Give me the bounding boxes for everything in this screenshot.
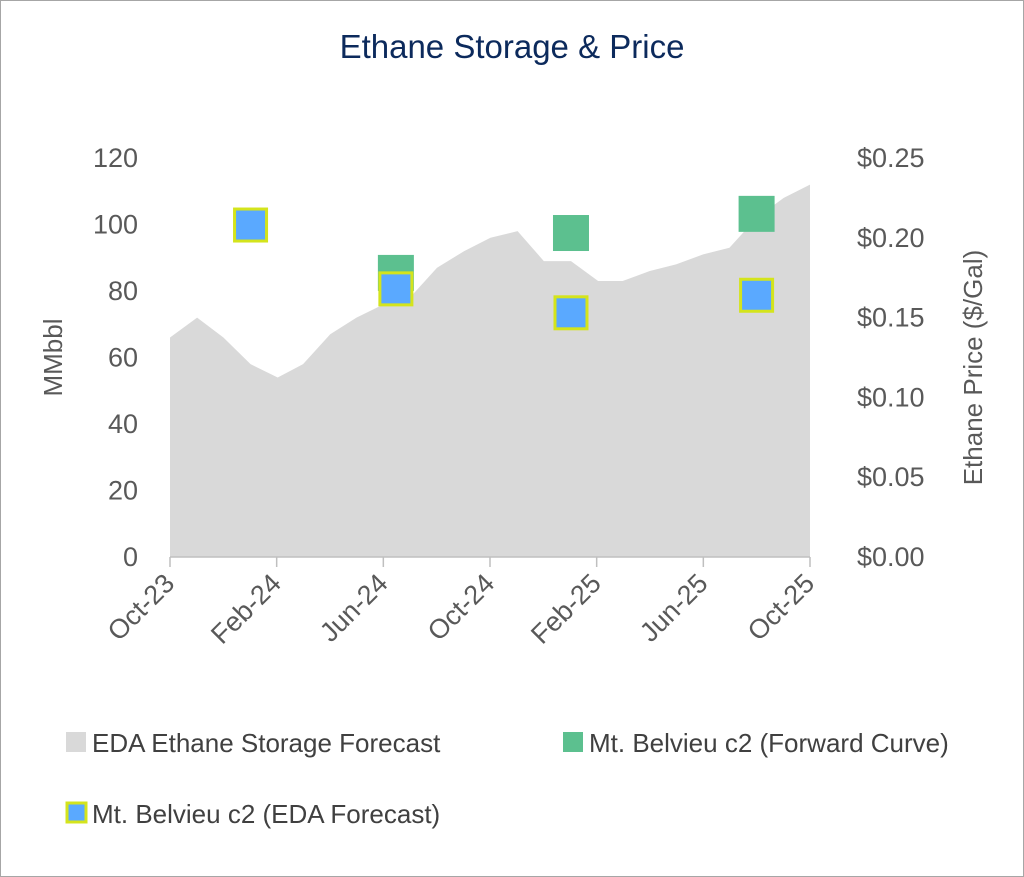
- left-tick-label: 0: [123, 542, 138, 572]
- legend-label-storage: EDA Ethane Storage Forecast: [92, 728, 441, 758]
- forward-curve-point: [738, 195, 775, 232]
- legend-swatch-forward: [563, 732, 583, 752]
- right-tick-label: $0.20: [857, 223, 925, 253]
- x-tick-label: Feb-25: [525, 568, 607, 650]
- x-tick-label: Jun-25: [634, 568, 714, 648]
- right-tick-label: $0.25: [857, 143, 925, 173]
- right-tick-label: $0.15: [857, 303, 925, 333]
- right-tick-label: $0.00: [857, 542, 925, 572]
- eda-forecast-point: [739, 277, 775, 313]
- right-tick-label: $0.05: [857, 462, 925, 492]
- x-tick-label: Feb-24: [205, 568, 287, 650]
- chart-title: Ethane Storage & Price: [339, 28, 685, 65]
- x-tick-label: Jun-24: [314, 568, 394, 648]
- x-tick-label: Oct-23: [102, 568, 181, 647]
- x-tick-label: Oct-25: [742, 568, 821, 647]
- legend-label-forward: Mt. Belvieu c2 (Forward Curve): [589, 728, 949, 758]
- left-tick-label: 100: [93, 210, 138, 240]
- eda-forecast-point: [233, 207, 269, 243]
- right-axis-title: Ethane Price ($/Gal): [958, 250, 988, 486]
- storage-area: [170, 184, 810, 557]
- right-tick-label: $0.10: [857, 382, 925, 412]
- left-tick-label: 80: [108, 276, 138, 306]
- legend-swatch-storage: [66, 732, 86, 752]
- eda-forecast-point: [378, 271, 414, 307]
- x-tick-label: Oct-24: [422, 568, 501, 647]
- left-tick-label: 20: [108, 476, 138, 506]
- forward-curve-point: [552, 215, 589, 252]
- left-tick-label: 120: [93, 143, 138, 173]
- legend-label-eda: Mt. Belvieu c2 (EDA Forecast): [92, 799, 440, 829]
- eda-forecast-point: [553, 295, 589, 331]
- legend-swatch-eda: [65, 801, 88, 824]
- left-tick-label: 60: [108, 343, 138, 373]
- left-axis-title: MMbbl: [38, 318, 68, 396]
- left-tick-label: 40: [108, 409, 138, 439]
